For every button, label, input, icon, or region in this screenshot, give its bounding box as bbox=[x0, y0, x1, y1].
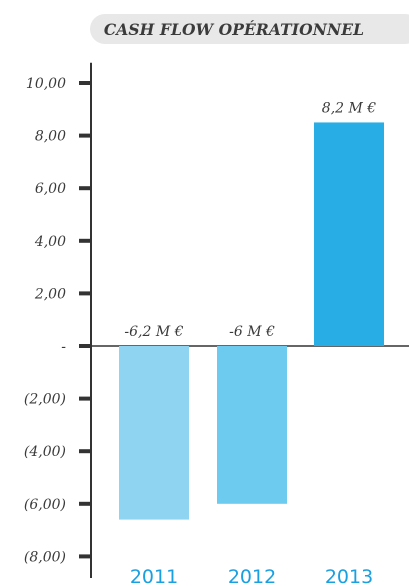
bar-2012 bbox=[217, 346, 287, 504]
y-tick-label: 10,00 bbox=[26, 76, 66, 92]
y-tick-label: (2,00) bbox=[24, 392, 66, 408]
data-label-2011: -6,2 M € bbox=[124, 324, 183, 340]
chart-title: CASH FLOW OPÉRATIONNEL bbox=[103, 19, 365, 39]
y-tick-label: 2,00 bbox=[34, 286, 66, 302]
bar-2013 bbox=[314, 122, 384, 346]
y-tick-label: 6,00 bbox=[35, 181, 66, 197]
y-tick-label: 8,00 bbox=[35, 129, 66, 145]
data-label-2013: 8,2 M € bbox=[322, 100, 377, 116]
category-label-2012: 2012 bbox=[228, 566, 276, 586]
y-tick-label: 4,00 bbox=[34, 234, 66, 250]
category-label-2011: 2011 bbox=[130, 566, 178, 586]
y-tick-label: (8,00) bbox=[24, 549, 66, 565]
y-tick-label: (6,00) bbox=[24, 497, 66, 513]
y-tick-label: - bbox=[61, 339, 66, 355]
bar-2011 bbox=[119, 346, 189, 520]
chart-title-pill: CASH FLOW OPÉRATIONNEL bbox=[90, 14, 409, 44]
data-label-2012: -6 M € bbox=[229, 324, 275, 340]
category-label-2013: 2013 bbox=[325, 566, 373, 586]
y-tick-label: (4,00) bbox=[24, 444, 66, 460]
